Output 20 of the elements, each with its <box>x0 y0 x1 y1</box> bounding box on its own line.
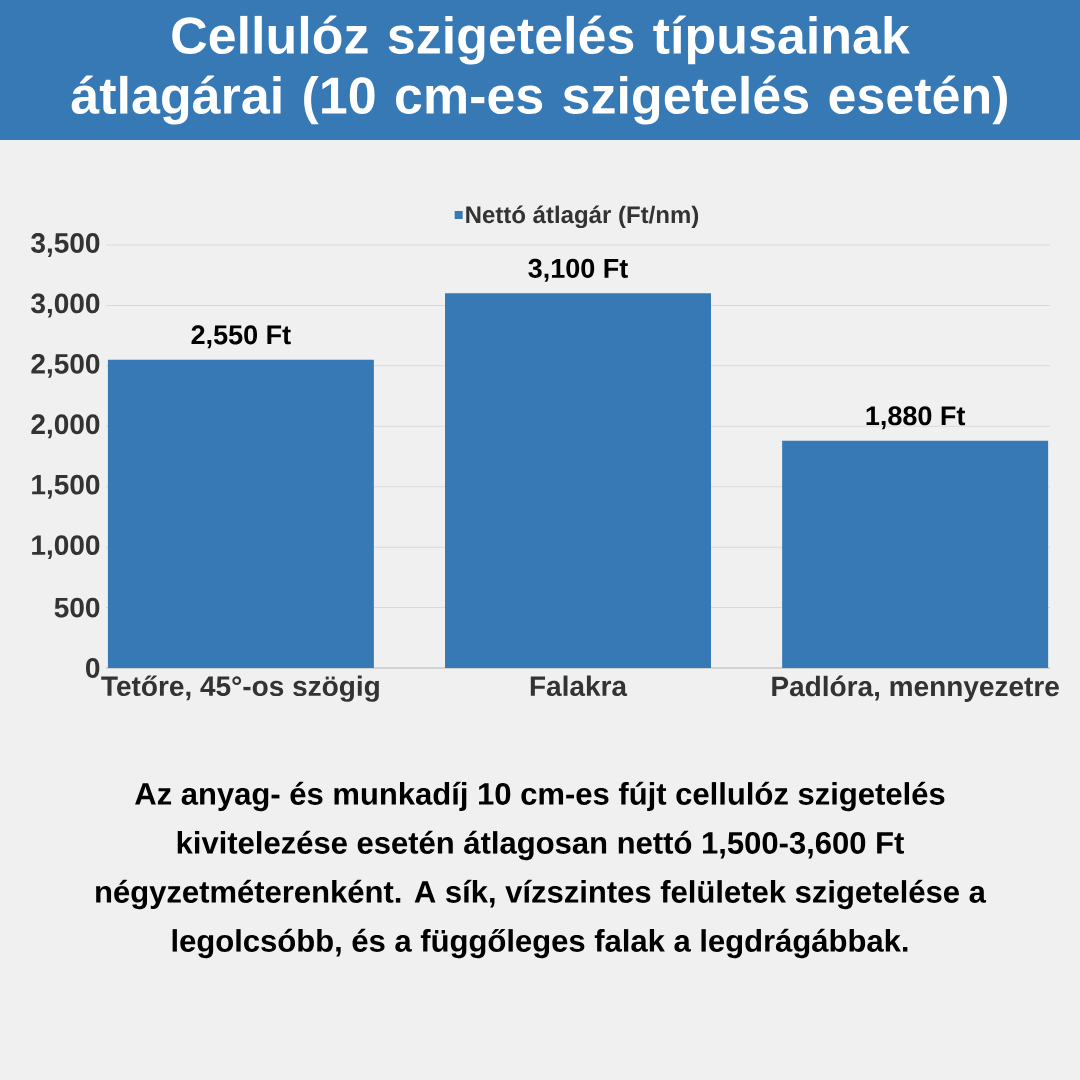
data-label: 2,550 Ft <box>191 325 291 349</box>
y-tick-label: 2,000 <box>31 414 100 439</box>
bar <box>782 440 1049 669</box>
y-tick-label: 1,000 <box>32 535 100 560</box>
data-label: 1,880 Ft <box>866 406 966 430</box>
y-tick-label: 3,500 <box>31 233 100 257</box>
data-label: 3,100 Ft <box>528 258 628 282</box>
y-tick-label: 2,500 <box>31 353 100 378</box>
bar <box>107 359 374 669</box>
bar <box>445 293 711 669</box>
x-tick-label: Falakra <box>530 675 628 697</box>
y-tick-label: 3,000 <box>31 293 100 318</box>
y-tick-label: 0 <box>86 658 100 678</box>
x-tick-label: Tetőre, 45°-os szögig <box>101 675 379 702</box>
y-tick-label: 500 <box>54 597 100 618</box>
y-tick-label: 1,500 <box>32 474 100 499</box>
legend-label: Nettó átlagár (Ft/nm) <box>466 205 699 229</box>
chart-title: Cellulóz szigetelés típusainak átlagárai (10 cm-es szigetelés esetén) <box>71 15 1007 125</box>
text: Az anyag- és munkadíj 10 cm-es fújt cellulóz szigetelés kivitelezése esetén átlagosan nettó 1,500-3,600 Ft négyzetméterenként. A sík, vízszintes felületek szigetelése a legolcsóbb, és a függőleges falak a legdrágábbak. <box>96 781 987 959</box>
x-tick-label: Padlóra, mennyezetre <box>772 675 1059 702</box>
